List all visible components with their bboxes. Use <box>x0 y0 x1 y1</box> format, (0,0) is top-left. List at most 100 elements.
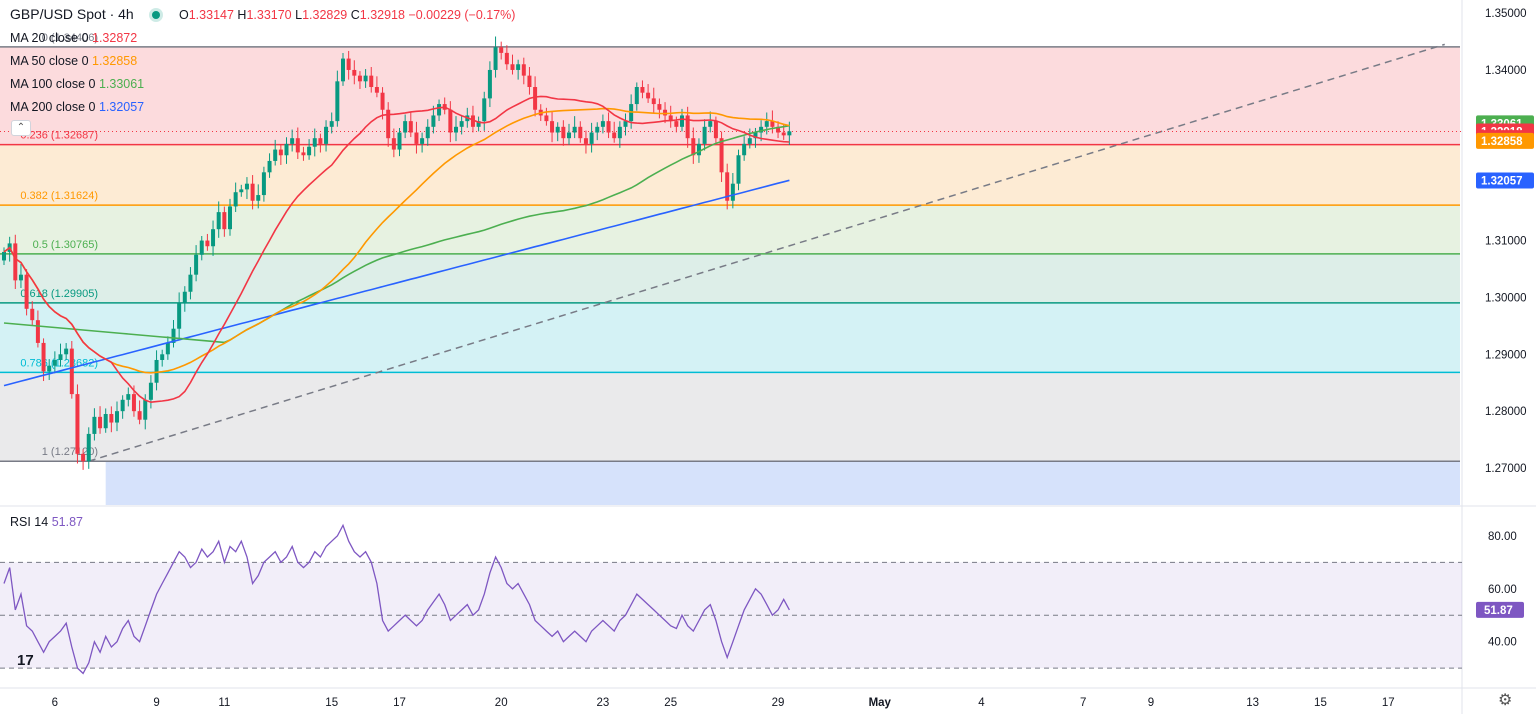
candle <box>510 64 515 70</box>
candle <box>278 149 283 156</box>
rsi-legend[interactable]: RSI 14 51.87 <box>10 515 83 529</box>
candle <box>516 64 521 70</box>
candle <box>708 121 713 127</box>
candle <box>103 414 108 429</box>
candle <box>222 212 227 230</box>
candle <box>357 75 362 82</box>
fib-zone <box>0 302 1460 373</box>
rsi-tag-label: 51.87 <box>1484 605 1513 617</box>
candle <box>617 126 622 139</box>
candle <box>595 126 600 133</box>
fib-level-label: 0 (1.34406) <box>42 32 98 44</box>
candle <box>470 115 475 127</box>
candle <box>211 229 216 247</box>
candle <box>47 365 52 372</box>
time-tick-label: 20 <box>495 697 508 709</box>
candle <box>324 126 329 144</box>
ma200-line <box>3 179 790 387</box>
candle <box>160 354 165 360</box>
candle <box>86 433 91 462</box>
candle <box>414 132 419 144</box>
trendline <box>88 43 1445 462</box>
candle <box>18 274 23 281</box>
candle <box>295 138 300 153</box>
ma50-value: 1.32858 <box>92 54 138 68</box>
candle <box>137 411 142 420</box>
symbol-title[interactable]: GBP/USD Spot · 4h <box>10 6 134 22</box>
candle <box>216 212 221 230</box>
candle <box>787 131 792 136</box>
candle <box>459 121 464 127</box>
candle <box>776 126 781 133</box>
ohlc-readout: O1.33147 H1.33170 L1.32829 C1.32918 −0.0… <box>179 8 515 22</box>
candle <box>115 411 119 423</box>
ma200-legend[interactable]: MA 200 close 0 1.32057 <box>10 100 144 114</box>
candle <box>499 47 504 53</box>
candle <box>646 92 651 99</box>
time-tick-label: 4 <box>978 697 985 709</box>
change-value: −0.00229 (−0.17%) <box>408 8 516 22</box>
candle <box>81 453 86 462</box>
fib-zone <box>0 253 1460 303</box>
candle <box>713 121 718 139</box>
candle <box>233 192 238 207</box>
candle <box>341 58 345 82</box>
candle <box>533 87 538 110</box>
time-tick-label: 17 <box>1382 697 1395 709</box>
candle <box>239 189 244 193</box>
candle <box>256 195 261 201</box>
candle <box>572 126 577 133</box>
time-tick-label: 29 <box>772 697 785 709</box>
candle <box>640 87 645 93</box>
candle <box>487 69 492 99</box>
fib-level-label: 0.382 (1.31624) <box>20 190 98 202</box>
time-tick-label: 7 <box>1080 697 1086 709</box>
fib-level-label: 0.5 (1.30765) <box>33 239 98 251</box>
candle <box>363 75 368 82</box>
candle <box>583 138 588 144</box>
time-tick-label: 9 <box>153 697 159 709</box>
ma20-legend[interactable]: MA 20 close 0 1.32872 <box>10 31 137 45</box>
candle <box>188 274 193 292</box>
price-tick-label: 1.27000 <box>1485 463 1527 475</box>
candle <box>143 399 148 420</box>
ma200-value: 1.32057 <box>98 100 145 114</box>
candle <box>555 126 560 133</box>
ma20-label: MA 20 close 0 <box>10 31 89 45</box>
candle <box>691 138 696 156</box>
collapse-legend-icon[interactable]: ⌃ <box>11 120 31 136</box>
candle <box>663 109 668 116</box>
fib-level-label: 0.618 (1.29905) <box>20 288 98 300</box>
candle <box>194 254 199 275</box>
candle <box>307 146 312 156</box>
price-tick-label: 1.34000 <box>1485 65 1527 77</box>
candle <box>154 359 159 383</box>
ma20-value: 1.32872 <box>92 31 138 45</box>
fib-zone <box>0 46 1460 145</box>
candle <box>148 382 153 400</box>
candle <box>408 121 413 133</box>
candle <box>267 160 272 173</box>
price-tag-label: 1.32057 <box>1481 175 1523 187</box>
candle <box>527 75 532 88</box>
ma200-label: MA 200 close 0 <box>10 100 96 114</box>
fib-zone <box>0 205 1460 254</box>
low-value: 1.32829 <box>302 8 348 22</box>
candle <box>420 138 425 144</box>
fib-level-label: 0.236 (1.32687) <box>20 130 98 142</box>
candle <box>335 81 340 122</box>
time-tick-label: 6 <box>52 697 58 709</box>
tradingview-logo-icon[interactable]: 17 <box>17 652 34 669</box>
candle <box>92 416 97 434</box>
candle <box>284 143 289 156</box>
ma50-legend[interactable]: MA 50 close 0 1.32858 <box>10 54 137 68</box>
candle <box>612 132 617 139</box>
candle <box>205 240 210 247</box>
candle <box>476 121 481 127</box>
gear-icon[interactable]: ⚙ <box>1498 692 1513 709</box>
ma100-value: 1.33061 <box>98 77 145 91</box>
ma100-legend[interactable]: MA 100 close 0 1.33061 <box>10 77 144 91</box>
fib-zone <box>0 372 1460 462</box>
candle <box>380 92 385 110</box>
